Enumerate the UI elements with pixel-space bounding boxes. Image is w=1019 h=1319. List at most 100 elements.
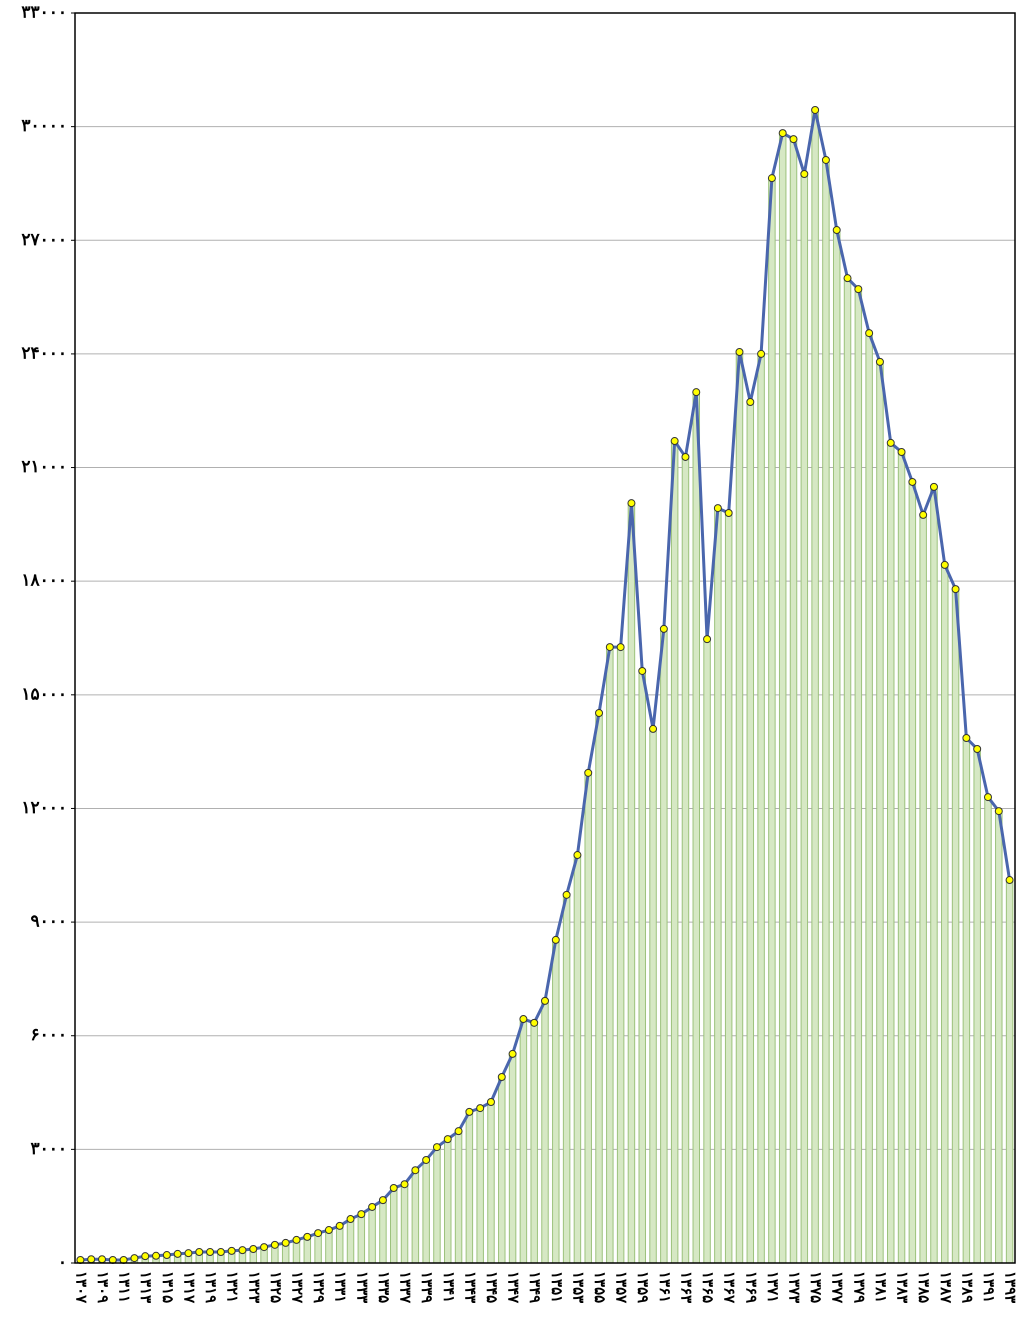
marker [270, 1240, 279, 1249]
y-tick-label: ۶۰۰۰ [30, 1025, 67, 1045]
bar [789, 138, 798, 1264]
x-tick-label: ۱۳۶۵ [699, 1271, 717, 1303]
x-tick-label: ۱۳۹۱ [980, 1271, 998, 1303]
marker [908, 477, 917, 486]
bar [822, 159, 830, 1264]
y-tick-label: ۱۸۰۰۰ [21, 571, 67, 591]
marker [659, 624, 668, 633]
marker [746, 398, 755, 407]
marker [1005, 876, 1014, 885]
x-tick-label: ۱۳۴۵ [483, 1271, 501, 1303]
bar [930, 486, 938, 1264]
x-tick-label: ۱۳۳۳ [353, 1271, 371, 1303]
bar [984, 796, 992, 1264]
marker [789, 135, 798, 144]
bar [584, 772, 592, 1264]
x-tick-label: ۱۳۸۷ [937, 1271, 955, 1304]
bar [724, 512, 733, 1264]
marker [432, 1143, 441, 1152]
bar [346, 1218, 355, 1264]
x-tick-label: ۱۳۶۳ [677, 1271, 695, 1303]
marker [87, 1255, 96, 1264]
marker [530, 1018, 539, 1027]
bar [832, 229, 841, 1264]
bar [444, 1138, 452, 1264]
x-tick-label: ۱۳۳۹ [418, 1271, 436, 1303]
y-tick-label: ۲۱۰۰۰ [21, 457, 67, 477]
marker [584, 768, 593, 777]
bar [670, 440, 679, 1264]
marker [443, 1135, 452, 1144]
marker [832, 226, 841, 235]
marker [173, 1249, 182, 1258]
bar [616, 646, 625, 1264]
x-tick-label: ۱۳۷۵ [807, 1271, 825, 1303]
bar [735, 351, 744, 1264]
marker [368, 1202, 377, 1211]
bar [714, 507, 722, 1264]
x-tick-label: ۱۳۱۱ [116, 1271, 134, 1303]
bar [562, 894, 571, 1264]
bar [887, 442, 895, 1264]
bar [811, 109, 819, 1264]
bar [746, 401, 755, 1264]
marker [465, 1107, 474, 1116]
x-tick-label: ۱۳۱۹ [202, 1271, 220, 1303]
marker [713, 504, 722, 513]
y-tick-label: ۰ [58, 1253, 67, 1273]
x-tick-label: ۱۳۸۵ [915, 1271, 933, 1303]
marker [389, 1184, 398, 1192]
x-tick-label: ۱۳۰۷ [72, 1271, 90, 1304]
bar [757, 353, 765, 1264]
bar [465, 1111, 474, 1264]
marker [249, 1244, 258, 1253]
y-tick-label: ۳۳۰۰۰ [21, 3, 67, 23]
x-tick-label: ۱۳۸۱ [872, 1271, 890, 1303]
marker [724, 509, 733, 517]
bar [649, 728, 657, 1264]
bar [541, 1000, 549, 1264]
marker [314, 1229, 323, 1238]
bar [778, 132, 787, 1264]
y-tick-label: ۱۵۰۰۰ [21, 684, 67, 704]
plot-frame [74, 12, 1016, 1264]
marker [497, 1073, 506, 1082]
x-tick-label: ۱۳۷۹ [850, 1271, 868, 1303]
x-tick-label: ۱۳۱۵ [159, 1271, 177, 1303]
marker [886, 438, 895, 447]
marker [378, 1196, 387, 1205]
bar [573, 854, 582, 1264]
y-tick-label: ۲۴۰۰۰ [21, 343, 67, 363]
marker [324, 1226, 333, 1235]
bar [876, 361, 884, 1264]
x-tick-label: ۱۳۲۷ [288, 1271, 306, 1304]
marker [767, 174, 776, 183]
marker [962, 734, 971, 742]
marker [454, 1127, 463, 1136]
marker [303, 1232, 312, 1241]
marker [821, 155, 830, 164]
marker [195, 1248, 204, 1257]
bar [962, 737, 971, 1264]
bar [368, 1206, 376, 1264]
bar [411, 1169, 420, 1264]
bar [919, 514, 927, 1264]
marker [98, 1255, 107, 1264]
marker [238, 1246, 247, 1255]
x-tick-label: ۱۳۶۷ [721, 1271, 739, 1304]
marker [649, 724, 658, 733]
bar [865, 332, 873, 1264]
bar [660, 628, 668, 1264]
marker [519, 1015, 528, 1024]
bar [400, 1183, 409, 1264]
bar [552, 939, 560, 1264]
bar [422, 1159, 430, 1264]
bar [627, 502, 636, 1264]
bar [800, 173, 809, 1264]
marker [940, 560, 949, 569]
bar [325, 1229, 333, 1264]
marker [811, 105, 820, 114]
bar [389, 1187, 398, 1264]
bar [897, 451, 906, 1264]
